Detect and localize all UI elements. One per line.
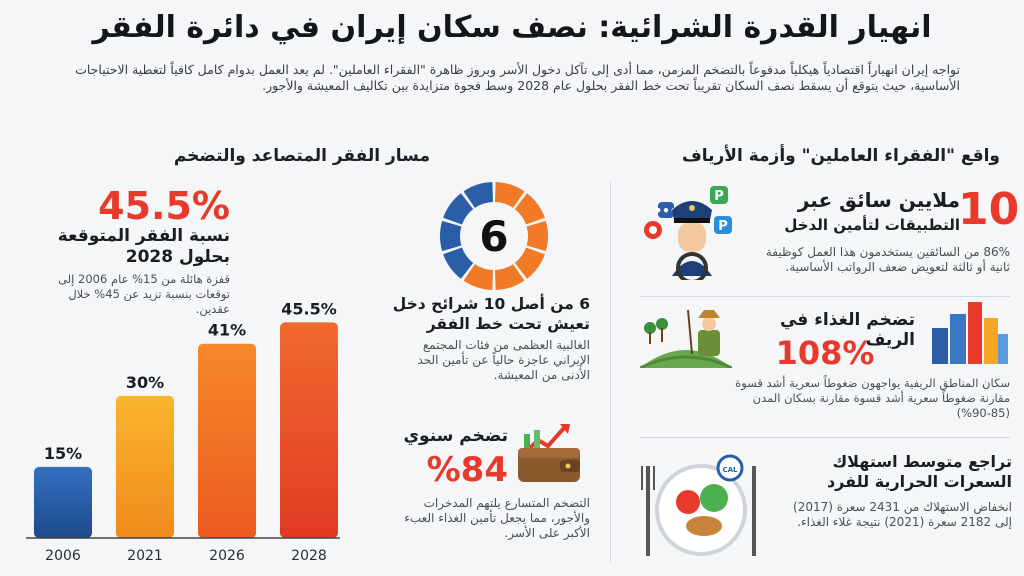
calories-title: تراجع متوسط استهلاك السعرات الحرارية للف… — [826, 452, 1012, 491]
column-divider — [610, 182, 611, 562]
income-deciles-donut: 6 — [440, 182, 548, 290]
driver-icon: ••• P P — [644, 186, 732, 280]
donut-center-value: 6 — [479, 212, 508, 261]
wallet-icon — [518, 424, 580, 482]
poverty-2028-desc: قفزة هائلة من 15% عام 2006 إلى توقعات بن… — [58, 272, 230, 316]
calories-desc: انخفاض الاستهلاك من 2431 سعرة (2017) إلى… — [793, 500, 1012, 529]
x-tick-2006: 2006 — [45, 548, 81, 564]
bar-2028 — [280, 322, 338, 538]
x-tick-2028: 2028 — [291, 548, 327, 564]
app-p-icon-blue: P — [718, 219, 728, 234]
donut-segment — [514, 247, 545, 279]
bar-2021 — [116, 395, 174, 538]
intro-paragraph: تواجه إيران انهياراً اقتصادياً هيكلياً م… — [75, 62, 960, 93]
donut-segment — [514, 193, 545, 225]
app-p-icon-green: P — [714, 189, 724, 204]
drivers-title-1: ملايين سائق عبر — [797, 188, 960, 212]
drivers-title-2: التطبيقات لتأمين الدخل — [784, 216, 960, 234]
donut-segment — [495, 264, 525, 290]
page-title: انهيار القدرة الشرائية: نصف سكان إيران ف… — [92, 10, 932, 45]
svg-text:•••: ••• — [654, 204, 677, 218]
city-buildings-icon — [932, 302, 1008, 364]
drivers-desc: 86% من السائقين يستخدمون هذا العمل كوظيف… — [765, 245, 1010, 274]
donut-segment — [463, 182, 493, 208]
drivers-number: 10 — [958, 184, 1020, 235]
rural-value: 108% — [775, 334, 875, 372]
donut-title: 6 من أصل 10 شرائح دخل تعيش تحت خط الفقر — [392, 295, 590, 333]
poverty-2028-value: 45.5% — [98, 184, 230, 228]
donut-segment — [440, 220, 462, 252]
donut-segment — [443, 193, 474, 225]
inflation-value: %84 — [426, 450, 508, 490]
x-tick-2021: 2021 — [127, 548, 163, 564]
farmer-field-icon — [640, 309, 732, 368]
bar-label-2021: 30% — [126, 373, 164, 392]
bar-label-2026: 41% — [208, 321, 246, 340]
donut-segment — [463, 264, 493, 290]
left-section-heading: مسار الفقر المتصاعد والتضخم — [173, 146, 430, 166]
donut-segment — [443, 247, 474, 279]
donut-segment — [495, 182, 525, 208]
donut-desc: الغالبية العظمى من فئات المجتمع الإيراني… — [417, 338, 590, 382]
bar-2026 — [198, 343, 256, 538]
bar-2006 — [34, 466, 92, 538]
x-tick-2026: 2026 — [209, 548, 245, 564]
right-section-heading: واقع "الفقراء العاملين" وأزمة الأرياف — [682, 146, 1000, 166]
donut-segment — [526, 220, 548, 252]
bar-label-2028: 45.5% — [281, 300, 337, 318]
calorie-gauge-label: CAL — [722, 466, 738, 474]
inflation-title: تضخم سنوي — [403, 426, 508, 446]
rural-title: تضخم الغذاء في الريف — [779, 310, 915, 350]
bar-label-2006: 15% — [44, 444, 82, 463]
poverty-bar-chart: 15% 2006 30% 2021 41% 2026 45.5% 2028 — [26, 300, 340, 564]
poverty-2028-label: نسبة الفقر المتوقعة بحلول 2028 — [57, 226, 230, 267]
rural-desc: سكان المناطق الريفية يواجهون ضغوطاً سعري… — [735, 376, 1010, 420]
row-divider-1 — [640, 296, 1010, 297]
food-plate-icon: CAL — [641, 454, 756, 556]
row-divider-2 — [640, 437, 1010, 438]
inflation-desc: التضخم المتسارع يلتهم المدخرات والأجور، … — [404, 496, 590, 540]
